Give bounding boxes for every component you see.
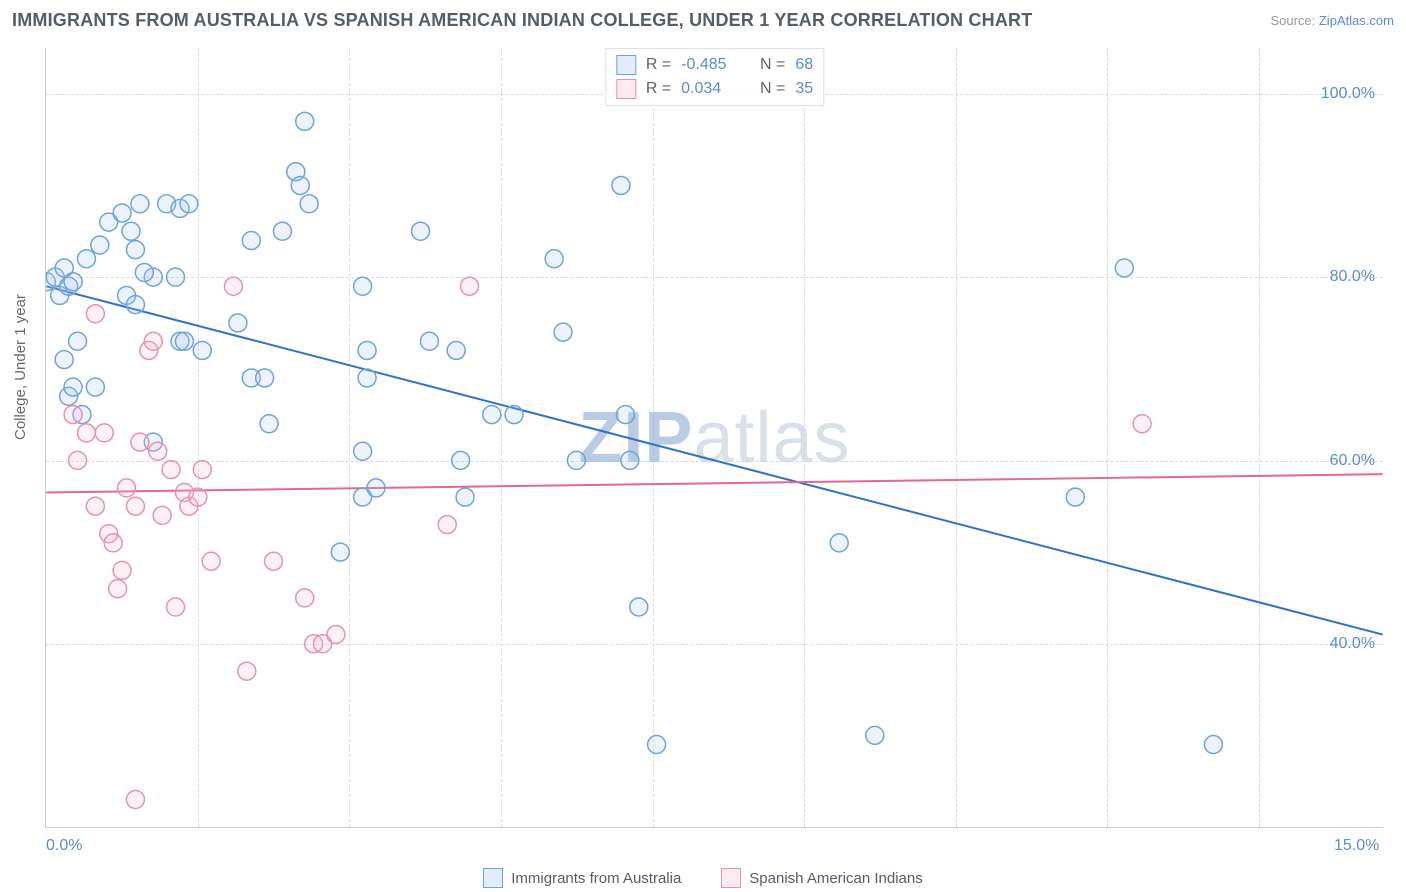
x-tick-label: 15.0% [1334,837,1379,855]
data-point [256,369,274,387]
y-axis-label: College, Under 1 year [12,294,29,440]
data-point [55,351,73,369]
data-point [126,791,144,809]
data-point [327,626,345,644]
data-point [630,598,648,616]
data-point [242,231,260,249]
source-link[interactable]: ZipAtlas.com [1319,13,1394,28]
data-point [296,589,314,607]
data-point [135,264,153,282]
data-point [189,488,207,506]
data-point [1115,259,1133,277]
data-point [131,433,149,451]
trend-line [46,286,1382,634]
data-point [554,323,572,341]
data-point [358,341,376,359]
legend-stat-row: R = -0.485 N = 68 [616,53,813,77]
trend-line [46,474,1382,492]
data-point [131,195,149,213]
data-point [420,332,438,350]
data-point [505,406,523,424]
data-point [126,241,144,259]
data-point [300,195,318,213]
data-point [866,726,884,744]
data-point [77,250,95,268]
data-point [545,250,563,268]
data-point [296,112,314,130]
data-point [438,516,456,534]
data-point [260,415,278,433]
data-point [238,662,256,680]
data-point [461,277,479,295]
data-point [612,176,630,194]
data-point [86,497,104,515]
data-point [64,378,82,396]
chart-title: IMMIGRANTS FROM AUSTRALIA VS SPANISH AME… [12,10,1032,31]
data-point [193,341,211,359]
data-point [86,305,104,323]
data-point [1066,488,1084,506]
data-point [412,222,430,240]
data-point [91,236,109,254]
data-point [265,552,283,570]
data-point [354,442,372,460]
data-point [193,461,211,479]
data-point [149,442,167,460]
data-point [126,296,144,314]
data-point [447,341,465,359]
data-point [95,424,113,442]
data-point [202,552,220,570]
chart-canvas [46,48,1383,827]
data-point [621,451,639,469]
x-tick-label: 0.0% [46,837,82,855]
data-point [77,424,95,442]
data-point [113,561,131,579]
data-point [180,195,198,213]
data-point [118,479,136,497]
data-point [273,222,291,240]
data-point [224,277,242,295]
data-point [162,461,180,479]
legend-stat-row: R = 0.034 N = 35 [616,77,813,101]
plot-area: R = -0.485 N = 68R = 0.034 N = 35 ZIPatl… [45,48,1383,828]
data-point [483,406,501,424]
correlation-legend: R = -0.485 N = 68R = 0.034 N = 35 [605,48,824,106]
legend-item: Spanish American Indians [721,868,922,888]
data-point [331,543,349,561]
data-point [830,534,848,552]
data-point [358,369,376,387]
data-point [175,332,193,350]
data-point [64,406,82,424]
data-point [109,580,127,598]
source-attribution: Source: ZipAtlas.com [1270,13,1394,28]
data-point [64,273,82,291]
data-point [616,406,634,424]
data-point [167,598,185,616]
data-point [126,497,144,515]
data-point [113,204,131,222]
data-point [367,479,385,497]
data-point [86,378,104,396]
series-legend: Immigrants from Australia Spanish America… [0,868,1406,888]
data-point [104,534,122,552]
data-point [1133,415,1151,433]
legend-item: Immigrants from Australia [483,868,681,888]
data-point [452,451,470,469]
data-point [144,332,162,350]
data-point [167,268,185,286]
data-point [122,222,140,240]
data-point [229,314,247,332]
data-point [69,451,87,469]
data-point [291,176,309,194]
data-point [567,451,585,469]
data-point [69,332,87,350]
data-point [1204,736,1222,754]
data-point [354,277,372,295]
data-point [456,488,474,506]
data-point [648,736,666,754]
data-point [153,506,171,524]
